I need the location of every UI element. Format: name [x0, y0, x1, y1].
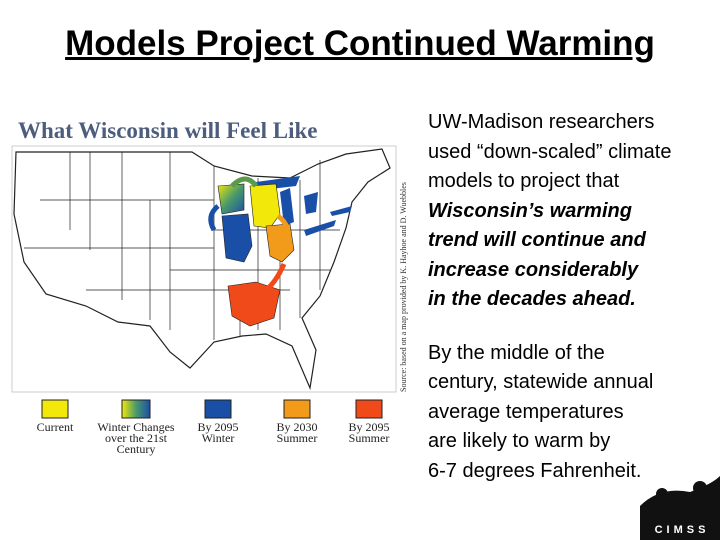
text-line: By the middle of the: [428, 341, 605, 364]
text-line: century, statewide annual: [428, 371, 654, 393]
logo-text: CIMSS: [655, 524, 710, 536]
legend: [41, 399, 383, 419]
legend-swatch: [355, 399, 383, 419]
text-line: models to project that: [428, 170, 620, 192]
legend-swatch: [204, 399, 232, 419]
text-line: in the decades ahead.: [428, 288, 636, 310]
text-line: 6-7 degrees Fahrenheit.: [428, 459, 642, 482]
text-line: average temperatures: [428, 400, 624, 423]
legend-label: Winter: [202, 431, 235, 445]
legend-label: By 2030: [276, 420, 317, 434]
legend-swatch: [283, 399, 311, 419]
legend-label: Summer: [277, 431, 318, 445]
source-note: Source: based on a map provided by K. Ha…: [399, 182, 408, 392]
legend-swatch: [41, 399, 69, 419]
legend-label: Summer: [349, 431, 390, 445]
paragraph: UW-Madison researchers used “down-scaled”…: [428, 108, 720, 315]
wisconsin-projections: [208, 176, 295, 327]
text-line: UW-Madison researchers: [428, 111, 655, 133]
legend-label: Century: [117, 442, 156, 456]
legend-label: Winter Changes: [97, 420, 174, 434]
us-map: [13, 148, 391, 391]
text-line: increase considerably: [428, 258, 639, 281]
figure-heading: What Wisconsin will Feel Like: [18, 118, 317, 143]
paragraph: By the middle of the century, statewide a…: [428, 339, 720, 487]
legend-label: over the 21st: [105, 431, 168, 445]
slide-title: Models Project Continued Warming: [65, 24, 655, 63]
text-line: used “down-scaled” climate: [428, 140, 672, 163]
legend-label: Current: [37, 420, 74, 434]
text-line: trend will continue and: [428, 229, 646, 251]
body-text: UW-Madison researchers used “down-scaled”…: [428, 108, 720, 486]
text-line: Wisconsin’s warming: [428, 199, 632, 222]
legend-label: By 2095: [197, 420, 238, 434]
text-line: are likely to warm by: [428, 430, 611, 452]
cimss-logo: CIMSS: [640, 476, 720, 540]
legend-swatch: [121, 399, 151, 419]
legend-label: By 2095: [348, 420, 389, 434]
